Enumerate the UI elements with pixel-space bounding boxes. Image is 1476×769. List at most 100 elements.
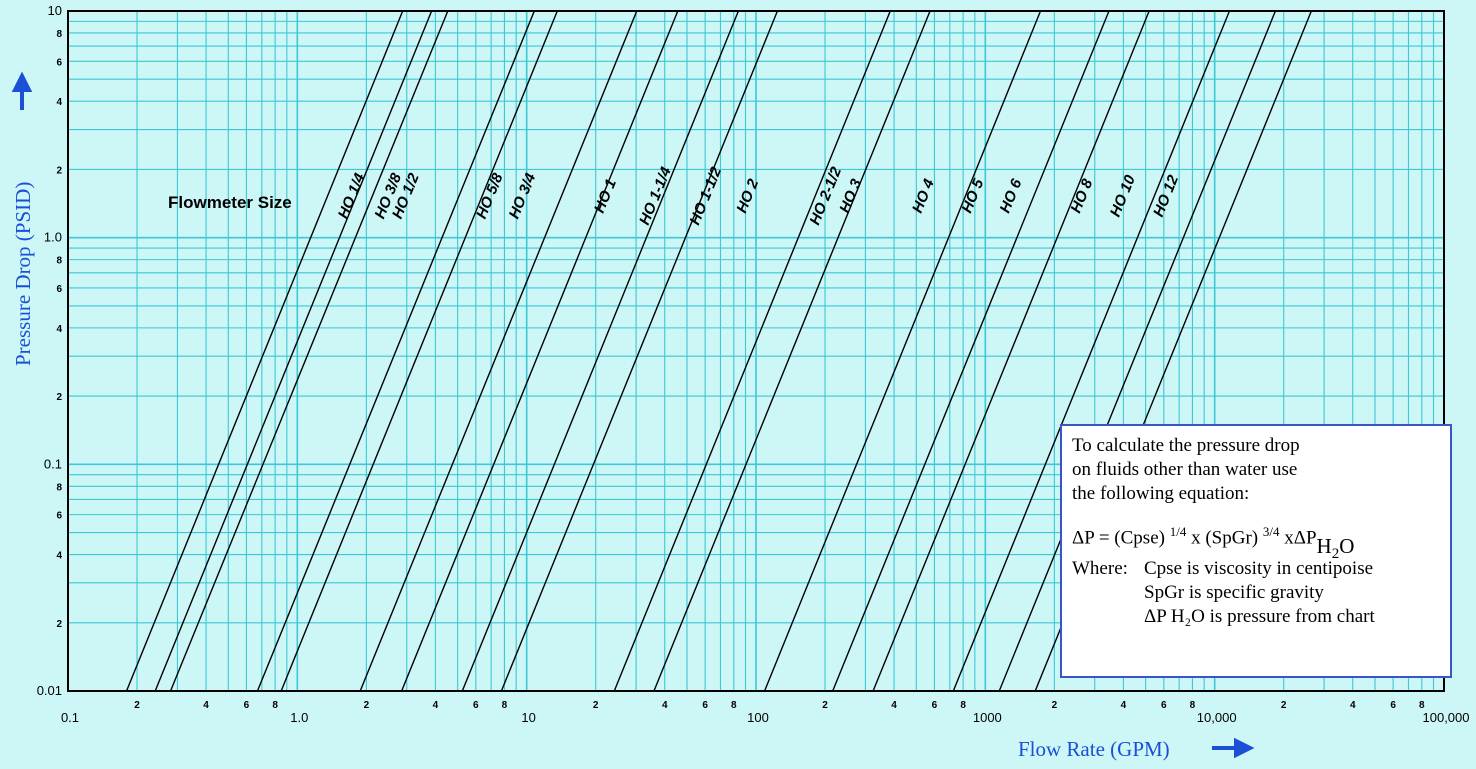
x-tick-label: 100 xyxy=(747,710,769,725)
equation-exponent-cpse: 1/4 xyxy=(1169,524,1187,539)
x-axis-title-group: Flow Rate (GPM) xyxy=(1018,737,1255,761)
x-tick-label: 0.1 xyxy=(61,710,79,725)
x-tick-label: 6 xyxy=(1390,700,1396,711)
series-line xyxy=(998,10,1277,692)
series-line xyxy=(461,10,740,692)
where-items: Cpse is viscosity in centipoise SpGr is … xyxy=(1144,557,1442,629)
series-line xyxy=(763,10,1042,692)
y-tick-label: 2 xyxy=(56,165,62,176)
y-axis-title-group: Pressure Drop (PSID) xyxy=(11,71,35,366)
x-tick-label: 2 xyxy=(364,700,370,711)
note-line: the following equation: xyxy=(1072,483,1250,504)
series-label: HO 6 xyxy=(997,176,1026,215)
x-tick-label: 1.0 xyxy=(290,710,308,725)
series-line xyxy=(400,10,679,692)
legend-title: Flowmeter Size xyxy=(168,193,292,212)
series-line xyxy=(952,10,1231,692)
x-tick-label: 6 xyxy=(244,700,250,711)
series-label: HO 3 xyxy=(836,176,865,215)
note-line: To calculate the pressure drop xyxy=(1072,435,1300,456)
x-tick-label: 8 xyxy=(960,700,966,711)
where-item: ΔP H₂O is pressure from chart xyxy=(1144,606,1375,628)
equation-exponent-spgr: 3/4 xyxy=(1262,524,1280,539)
x-tick-label: 2 xyxy=(134,700,140,711)
x-tick-label: 4 xyxy=(662,700,668,711)
y-axis-title: Pressure Drop (PSID) xyxy=(11,182,35,366)
x-tick-label: 8 xyxy=(1190,700,1196,711)
series-line xyxy=(500,10,779,692)
y-tick-label: 10 xyxy=(48,3,62,18)
x-tick-label: 8 xyxy=(502,700,508,711)
series-line xyxy=(613,10,891,692)
series-label: HO 1/4 xyxy=(335,170,369,221)
series-line xyxy=(359,10,638,692)
series-label: HO 1-1/4 xyxy=(636,164,675,227)
x-tick-label: 2 xyxy=(1281,700,1287,711)
x-tick-label: 6 xyxy=(702,700,708,711)
where-item: SpGr is specific gravity xyxy=(1144,582,1324,604)
series-label: HO 10 xyxy=(1107,172,1139,219)
where-section: Where: Cpse is viscosity in centipoise S… xyxy=(1072,557,1442,629)
x-tick-label: 6 xyxy=(473,700,479,711)
y-tick-label: 0.01 xyxy=(37,683,62,698)
series-line xyxy=(872,10,1150,692)
series-line xyxy=(125,10,404,692)
x-axis-arrow-icon xyxy=(1212,737,1255,759)
y-tick-label: 4 xyxy=(56,97,62,108)
y-tick-label: 6 xyxy=(56,57,62,68)
x-tick-label: 4 xyxy=(1350,700,1356,711)
series-line xyxy=(280,10,558,692)
y-tick-label: 2 xyxy=(56,392,62,403)
subscript-2: 2 xyxy=(1331,546,1340,563)
y-tick-label: 2 xyxy=(56,619,62,630)
x-tick-label: 4 xyxy=(433,700,439,711)
x-tick-label: 4 xyxy=(1121,700,1127,711)
y-tick-label: 0.1 xyxy=(44,456,62,471)
series-line xyxy=(832,10,1110,692)
y-tick-label: 4 xyxy=(56,324,62,335)
x-tick-label: 8 xyxy=(272,700,278,711)
series-label: HO 3/4 xyxy=(506,170,540,221)
y-tick-label: 4 xyxy=(56,551,62,562)
x-axis-title: Flow Rate (GPM) xyxy=(1018,737,1170,761)
y-tick-label: 8 xyxy=(56,29,62,40)
series-line xyxy=(169,10,449,692)
y-tick-label: 8 xyxy=(56,482,62,493)
x-tick-label: 8 xyxy=(731,700,737,711)
series-label: HO 2 xyxy=(733,176,762,215)
y-tick-label: 6 xyxy=(56,284,62,295)
subscript-h: H xyxy=(1316,534,1332,559)
note-line: on fluids other than water use xyxy=(1072,459,1298,480)
x-tick-label: 1000 xyxy=(973,710,1002,725)
series-label: HO 4 xyxy=(909,176,938,215)
subscript-o: O xyxy=(1339,534,1355,559)
y-axis-arrow-icon xyxy=(11,71,33,110)
pressure-drop-equation: ΔP = (Cpse) 1/4 x (SpGr) 3/4 xΔPH2O xyxy=(1072,520,1442,562)
x-tick-label: 2 xyxy=(593,700,599,711)
series-line xyxy=(154,10,433,692)
series-label: HO 1-1/2 xyxy=(686,164,725,227)
x-tick-label: 2 xyxy=(822,700,828,711)
x-tick-label: 6 xyxy=(932,700,938,711)
where-item: Cpse is viscosity in centipoise xyxy=(1144,558,1374,580)
series-label-layer: HO 1/4 HO 3/8HO 1/2 HO 5/8 HO 3/4 HO 1 HO 1-1… xyxy=(335,164,1182,227)
x-tick-label: 10 xyxy=(521,710,535,725)
series-label: HO 5/8 xyxy=(473,170,507,221)
x-tick-label: 6 xyxy=(1161,700,1167,711)
x-tick-label: 4 xyxy=(891,700,897,711)
y-tick-label: 8 xyxy=(56,256,62,267)
x-tick-label: 4 xyxy=(203,700,209,711)
x-tick-label: 8 xyxy=(1419,700,1425,711)
y-tick-label: 1.0 xyxy=(44,230,62,245)
series-line xyxy=(653,10,931,692)
plot-frame xyxy=(67,10,1445,692)
series-layer xyxy=(125,10,1313,692)
where-label: Where: xyxy=(1072,558,1128,580)
x-tick-label: 10,000 xyxy=(1197,710,1237,725)
series-label: HO 2-1/2 xyxy=(806,164,845,227)
x-tick-label: 100,000 xyxy=(1423,710,1470,725)
equation-tail: xΔP xyxy=(1284,527,1317,549)
